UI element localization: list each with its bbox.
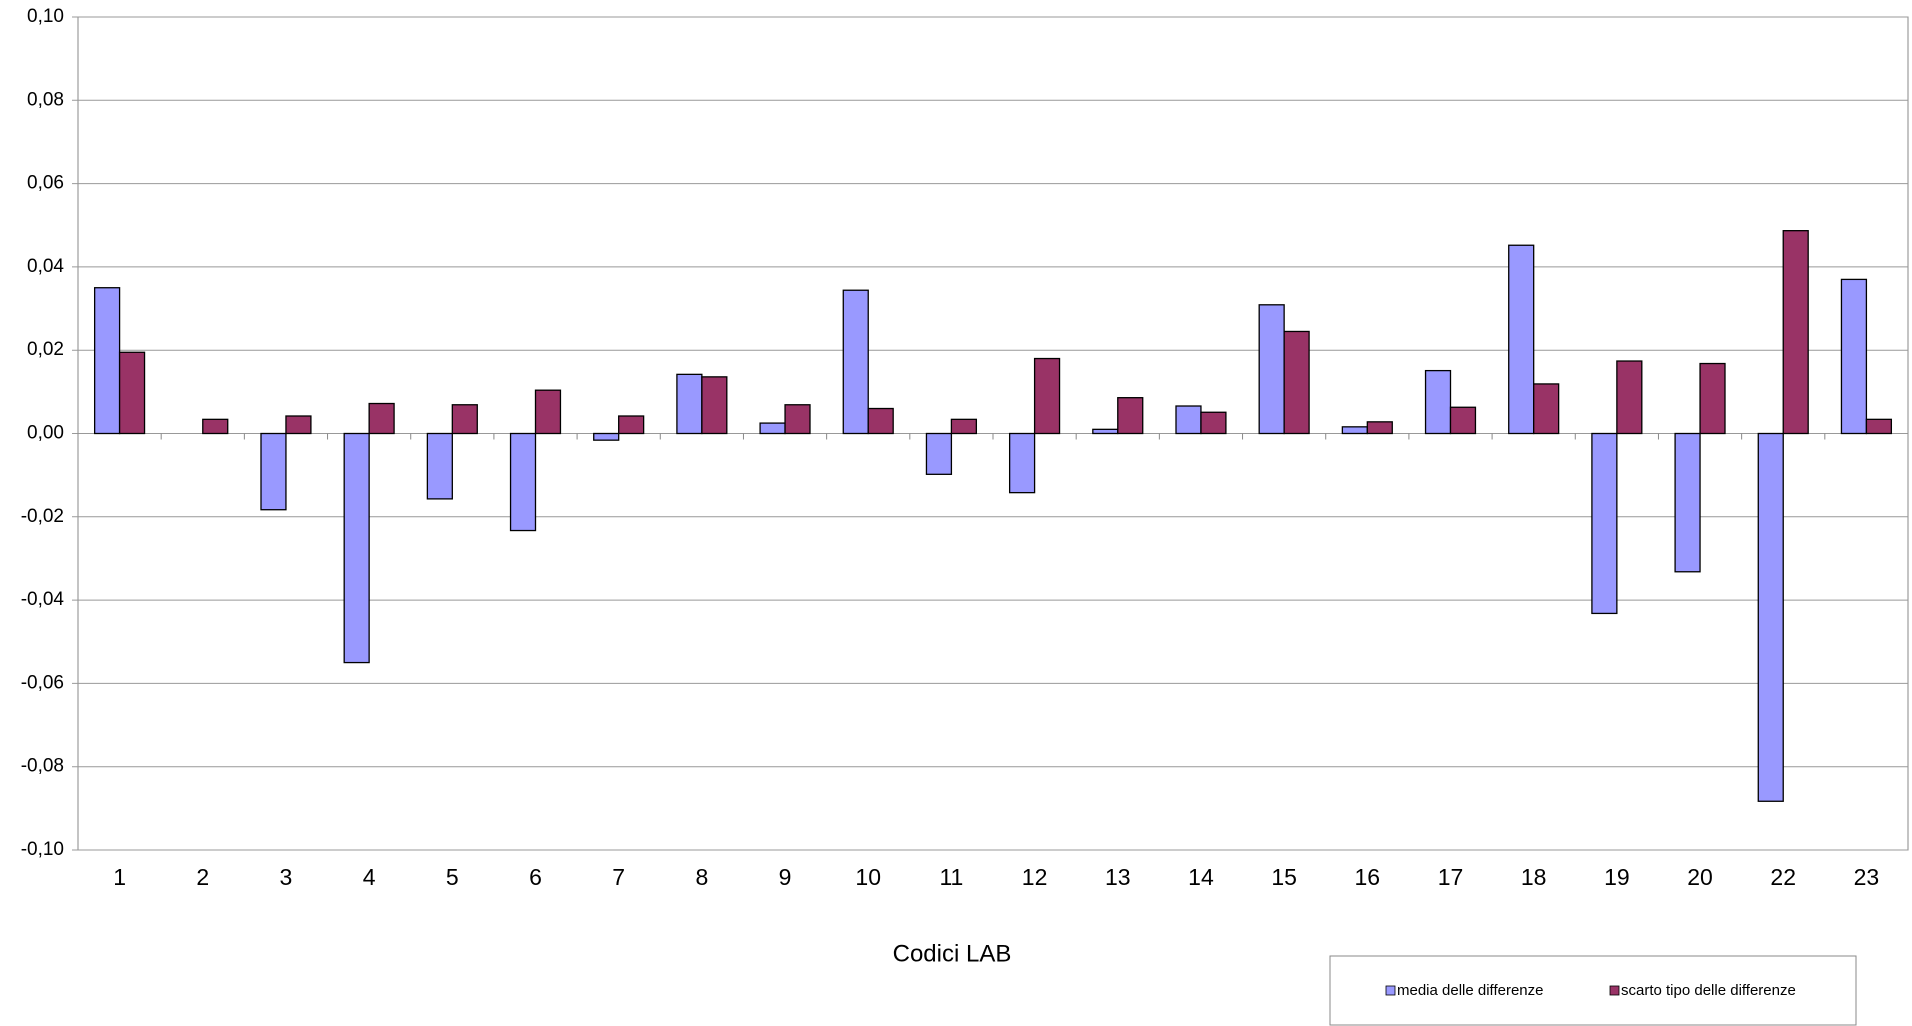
bar	[426, 432, 453, 500]
bar	[285, 415, 312, 435]
bar	[451, 404, 478, 435]
bar	[618, 415, 645, 435]
legend-label: media delle differenze	[1397, 982, 1543, 999]
x-tick-label: 23	[1854, 864, 1880, 890]
bar	[1283, 330, 1310, 435]
y-tick-label: 0,02	[27, 339, 64, 360]
legend-swatch	[1609, 985, 1620, 996]
legend-swatch	[1385, 985, 1396, 996]
bar	[759, 422, 786, 435]
bar	[118, 351, 146, 435]
x-tick-label: 18	[1521, 864, 1547, 890]
x-tick-label: 12	[1022, 864, 1048, 890]
bar	[93, 287, 121, 435]
y-tick-label: -0,10	[21, 839, 64, 860]
x-tick-label: 13	[1105, 864, 1131, 890]
x-tick-label: 2	[196, 864, 209, 890]
bar	[1699, 362, 1726, 435]
x-tick-label: 4	[363, 864, 376, 890]
y-tick-label: 0,06	[27, 173, 64, 194]
x-tick-label: 1	[113, 864, 126, 890]
y-tick-label: 0,04	[27, 256, 64, 277]
bar	[867, 407, 894, 435]
bar	[1033, 357, 1061, 435]
bar	[1840, 278, 1868, 435]
x-tick-label: 10	[855, 864, 881, 890]
bar	[842, 289, 869, 435]
y-tick-label: -0,02	[21, 506, 64, 527]
y-tick-label: 0,08	[27, 89, 64, 110]
legend	[1329, 955, 1857, 1026]
bar	[368, 402, 395, 435]
bar	[1782, 230, 1809, 435]
bar	[1200, 411, 1227, 435]
bar	[1258, 304, 1285, 435]
bar	[1616, 360, 1643, 435]
bar	[1092, 428, 1119, 435]
x-tick-label: 15	[1271, 864, 1297, 890]
x-tick-label: 9	[779, 864, 792, 890]
bar	[1424, 369, 1452, 435]
bar	[1757, 432, 1784, 802]
x-axis-title: Codici LAB	[893, 940, 1012, 967]
y-tick-label: 0,00	[27, 423, 64, 444]
bar	[260, 432, 287, 511]
bar	[1117, 397, 1144, 435]
bar	[784, 404, 811, 435]
bar	[593, 432, 620, 441]
bar	[1449, 406, 1477, 435]
x-tick-label: 19	[1604, 864, 1630, 890]
x-tick-label: 20	[1687, 864, 1713, 890]
x-tick-label: 5	[446, 864, 459, 890]
x-tick-label: 14	[1188, 864, 1214, 890]
bar	[1341, 426, 1368, 435]
y-tick-label: -0,04	[21, 589, 65, 610]
bar	[1674, 432, 1701, 573]
bar	[1591, 432, 1618, 615]
y-tick-label: -0,06	[21, 672, 64, 693]
bar	[950, 418, 978, 435]
x-tick-label: 7	[612, 864, 625, 890]
bar	[676, 373, 703, 435]
y-tick-label: 0,10	[27, 6, 64, 27]
bar	[1533, 383, 1560, 435]
x-tick-label: 11	[939, 864, 963, 890]
bar	[343, 432, 370, 664]
x-tick-label: 17	[1438, 864, 1464, 890]
x-tick-label: 3	[280, 864, 293, 890]
x-tick-label: 6	[529, 864, 542, 890]
bar	[534, 389, 562, 435]
bar	[202, 418, 229, 435]
bar	[1508, 244, 1535, 435]
bar	[925, 432, 953, 475]
bar	[701, 376, 728, 435]
bar	[1865, 418, 1893, 435]
x-tick-label: 16	[1355, 864, 1381, 890]
bar	[1366, 421, 1393, 435]
x-tick-label: 8	[695, 864, 708, 890]
x-tick-label: 22	[1770, 864, 1796, 890]
bar	[1008, 432, 1036, 494]
y-tick-label: -0,08	[21, 756, 64, 777]
bar	[509, 432, 537, 532]
bar	[1175, 405, 1202, 435]
legend-label: scarto tipo delle differenze	[1621, 982, 1796, 999]
